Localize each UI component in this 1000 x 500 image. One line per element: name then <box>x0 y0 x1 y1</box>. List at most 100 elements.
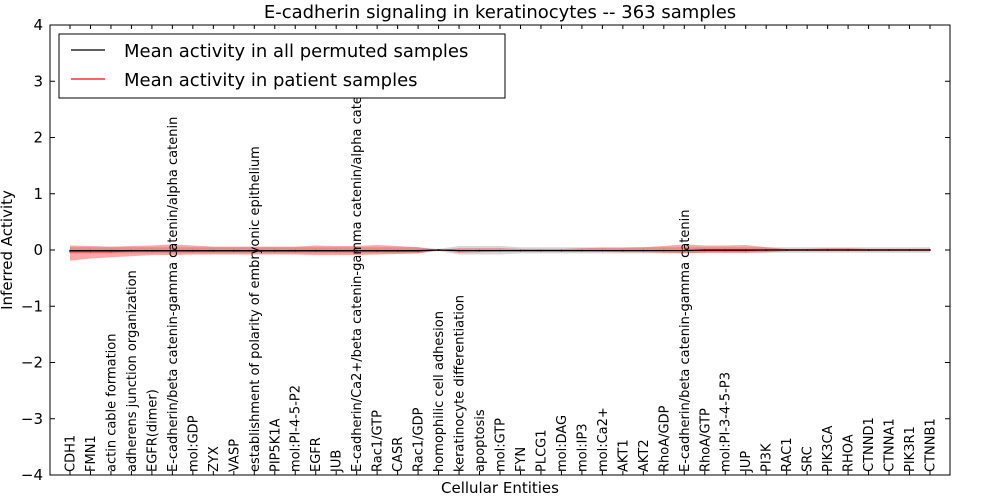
x-tick-label: mol:GDP <box>186 415 201 472</box>
point-series-0-0 <box>69 249 71 252</box>
x-tick-label: PLCG1 <box>534 429 549 472</box>
point-series-0-37 <box>826 249 829 251</box>
y-tick-label: −4 <box>21 466 43 484</box>
x-tick-label: Rac1/GDP <box>412 407 427 472</box>
y-tick-label: 2 <box>33 129 43 147</box>
legend-label-permuted: Mean activity in all permuted samples <box>124 41 468 62</box>
legend: Mean activity in all permuted samples Me… <box>58 33 506 99</box>
axis-ticks: 4 3 2 1 0 −1 −2 −3 −4 <box>21 16 950 484</box>
point-series-0-36 <box>806 249 808 251</box>
x-tick-label: EGFR <box>309 437 324 472</box>
point-series-0-15 <box>376 249 378 252</box>
x-tick-label: mol:GTP <box>494 418 509 472</box>
point-series-0-19 <box>458 249 460 252</box>
point-series-0-25 <box>581 249 583 252</box>
point-series-0-30 <box>683 249 686 252</box>
y-tick-label: −1 <box>21 297 43 315</box>
x-tick-label: keratinocyte differentiation <box>453 295 468 472</box>
point-series-1-2 <box>110 250 112 253</box>
point-series-0-38 <box>847 249 849 251</box>
point-series-0-13 <box>335 249 337 252</box>
point-series-0-33 <box>744 249 747 251</box>
point-series-0-9 <box>253 249 256 252</box>
point-series-0-1 <box>89 249 92 252</box>
x-tick-label: PIP5K1A <box>268 418 283 472</box>
point-series-0-6 <box>192 249 194 252</box>
x-tick-label: FYN <box>514 447 529 472</box>
point-series-0-39 <box>867 249 870 251</box>
point-series-1-1 <box>89 250 92 253</box>
y-tick-label: 4 <box>33 16 43 34</box>
x-tick-label: CTNND1 <box>862 417 877 472</box>
x-tick-label: VASP <box>227 439 242 472</box>
point-series-0-40 <box>888 249 890 251</box>
point-series-0-34 <box>765 249 767 251</box>
x-tick-label: PIK3R1 <box>903 426 918 472</box>
legend-box <box>58 33 506 99</box>
category-tick-labels: CDH1 FMN1 actin cable formation adherens ju… <box>64 76 939 473</box>
x-tick-label: ZYX <box>207 446 222 472</box>
x-tick-label: mol:PI-3-4-5-P3 <box>719 372 734 472</box>
y-tick-label: 3 <box>33 72 43 90</box>
point-series-0-5 <box>171 249 174 252</box>
point-series-0-22 <box>519 249 522 252</box>
point-series-0-11 <box>294 249 297 252</box>
x-tick-label: SRC <box>801 446 816 472</box>
point-series-0-10 <box>273 249 276 252</box>
y-tick-label: −3 <box>21 410 43 428</box>
x-tick-label: E-cadherin/beta catenin-gamma catenin/al… <box>166 117 181 472</box>
point-series-0-31 <box>703 249 706 251</box>
x-tick-label: FMN1 <box>84 435 99 472</box>
x-tick-label: CDH1 <box>64 435 79 472</box>
x-tick-label: mol:IP3 <box>575 423 590 472</box>
point-series-0-14 <box>355 249 358 252</box>
point-series-0-26 <box>601 249 604 252</box>
x-tick-label: homophilic cell adhesion <box>432 311 447 472</box>
point-series-0-28 <box>642 249 645 252</box>
x-tick-label: mol:PI-4-5-P2 <box>289 385 304 472</box>
chart-title: E-cadherin signaling in keratinocytes --… <box>264 2 736 23</box>
band-series-1 <box>70 244 930 261</box>
x-tick-label: EGFR(dimer) <box>145 389 160 472</box>
x-tick-label: E-cadherin/beta catenin-gamma catenin <box>678 210 693 472</box>
point-series-0-12 <box>314 249 317 252</box>
x-tick-label: CASR <box>391 437 406 472</box>
x-tick-label: CTNNB1 <box>924 418 939 472</box>
x-tick-label: RHOA <box>842 434 857 472</box>
x-tick-label: adherens junction organization <box>125 270 140 472</box>
x-tick-label: PIK3CA <box>821 425 836 472</box>
point-series-0-29 <box>663 249 665 252</box>
legend-label-patient: Mean activity in patient samples <box>124 70 418 91</box>
point-series-0-20 <box>478 249 481 252</box>
y-axis-label: Inferred Activity <box>0 190 16 310</box>
plot-frame <box>49 24 951 476</box>
x-tick-label: mol:Ca2+ <box>596 407 611 472</box>
x-tick-label: RhoA/GTP <box>698 408 713 472</box>
point-series-0-24 <box>560 249 563 252</box>
y-tick-label: 1 <box>33 185 43 203</box>
x-tick-label: JUP <box>739 451 754 473</box>
point-series-0-27 <box>622 249 624 252</box>
x-tick-label: actin cable formation <box>104 334 119 472</box>
point-series-0-32 <box>724 249 727 251</box>
point-series-0-8 <box>233 249 235 252</box>
x-tick-label: mol:DAG <box>555 415 570 472</box>
x-tick-label: CTNNA1 <box>883 418 898 472</box>
x-tick-label: apoptosis <box>473 409 488 472</box>
x-tick-label: JUB <box>330 450 345 473</box>
x-tick-label: RAC1 <box>780 437 795 472</box>
point-series-0-21 <box>499 249 501 252</box>
x-tick-label: AKT2 <box>637 439 652 472</box>
x-tick-label: E-cadherin/Ca2+/beta catenin-gamma caten… <box>350 76 365 472</box>
point-series-0-4 <box>151 249 153 252</box>
x-tick-label: Rac1/GTP <box>371 410 386 472</box>
point-series-0-3 <box>130 249 133 252</box>
point-series-0-41 <box>908 249 911 251</box>
point-series-0-18 <box>437 249 440 251</box>
x-tick-label: RhoA/GDP <box>657 405 672 472</box>
x-tick-label: establishment of polarity of embryonic e… <box>248 146 263 472</box>
point-series-0-42 <box>929 249 931 251</box>
x-tick-label: PI3K <box>760 443 775 472</box>
point-series-0-2 <box>110 249 112 252</box>
